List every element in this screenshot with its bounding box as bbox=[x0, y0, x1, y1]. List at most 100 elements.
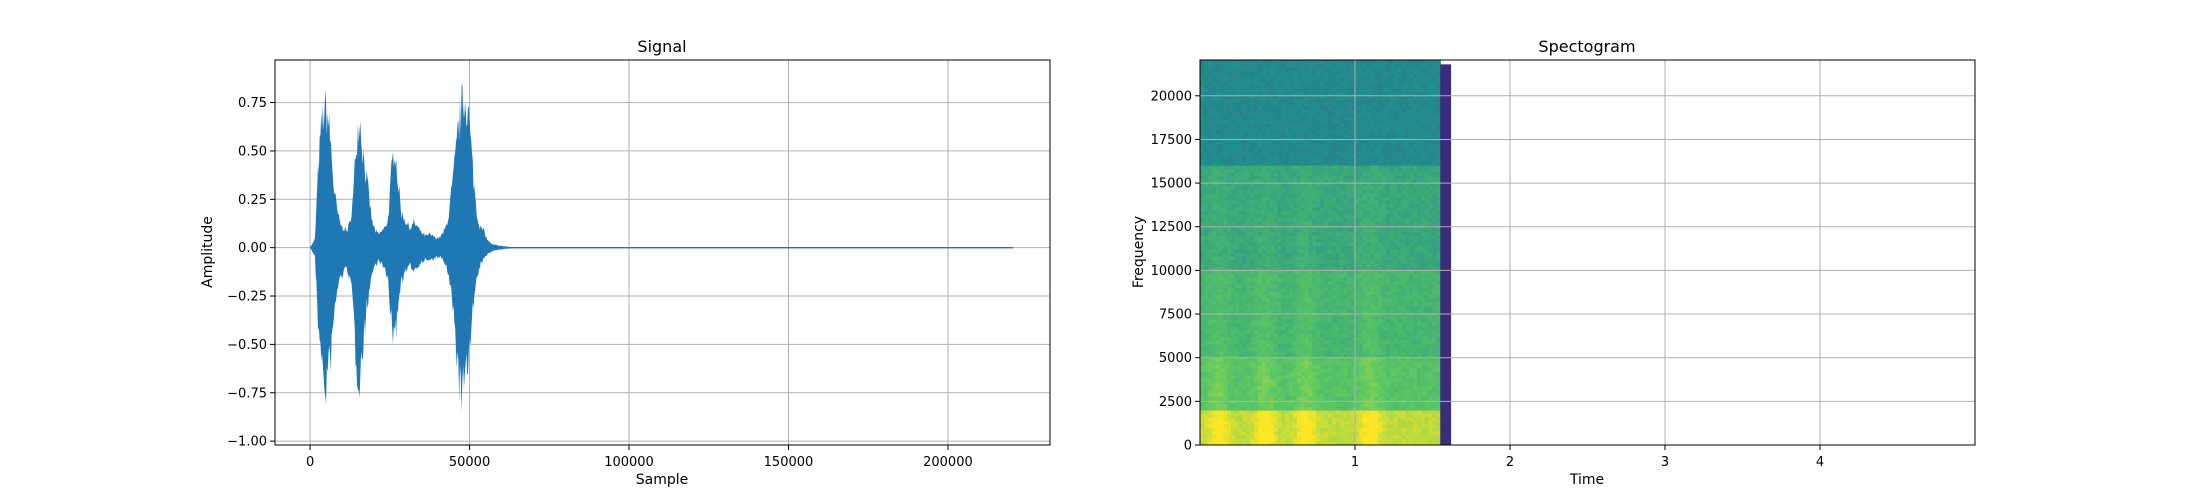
signal-ytick-label: −0.75 bbox=[227, 386, 267, 401]
spectrogram-cell bbox=[1362, 203, 1368, 208]
spectrogram-cell bbox=[1227, 217, 1232, 222]
spectrogram-cell bbox=[1343, 287, 1348, 292]
spectrogram-cell bbox=[1215, 140, 1220, 145]
spectrogram-cell bbox=[1308, 259, 1313, 264]
spectrogram-cell bbox=[1211, 294, 1217, 299]
spectrogram-cell bbox=[1219, 438, 1224, 443]
spectrogram-cell bbox=[1215, 308, 1220, 313]
spectrogram-cell bbox=[1277, 434, 1282, 439]
spectrogram-cell bbox=[1285, 60, 1290, 65]
spectrogram-cell bbox=[1238, 196, 1244, 201]
spectrogram-cell bbox=[1223, 256, 1228, 261]
spectrogram-cell bbox=[1347, 305, 1352, 310]
spectrogram-cell bbox=[1355, 347, 1360, 352]
spectrogram-cell bbox=[1358, 126, 1364, 131]
spectrogram-cell bbox=[1211, 322, 1217, 327]
spectrogram-cell bbox=[1203, 88, 1209, 93]
spectrogram-cell bbox=[1200, 249, 1205, 254]
spectrogram-cell bbox=[1234, 77, 1240, 82]
spectrogram-cell bbox=[1250, 361, 1255, 366]
spectrogram-cell bbox=[1293, 228, 1298, 233]
spectrogram-cell bbox=[1211, 175, 1217, 180]
spectrogram-cell bbox=[1304, 319, 1310, 324]
spectrogram-cell bbox=[1200, 403, 1205, 408]
spectrogram-cell bbox=[1347, 179, 1352, 184]
spectrogram-cell bbox=[1242, 410, 1248, 415]
spectrogram-cell bbox=[1308, 189, 1313, 194]
spectrogram-cell bbox=[1324, 186, 1329, 191]
spectrogram-cell bbox=[1203, 277, 1209, 282]
spectrogram-cell bbox=[1203, 284, 1209, 289]
spectrogram-cell bbox=[1366, 333, 1372, 338]
spectrogram-cell bbox=[1262, 438, 1267, 443]
spectrogram-cell bbox=[1227, 249, 1232, 254]
spectrogram-cell bbox=[1289, 196, 1294, 201]
spectrogram-cell bbox=[1277, 319, 1282, 324]
spectrogram-cell bbox=[1277, 144, 1282, 149]
spectrogram-cell bbox=[1250, 263, 1255, 268]
spectrogram-cell bbox=[1300, 175, 1306, 180]
spectrogram-cell bbox=[1200, 63, 1205, 68]
spectrogram-cell bbox=[1308, 375, 1313, 380]
spectrogram-cell bbox=[1246, 256, 1251, 261]
spectrogram-cell bbox=[1289, 371, 1294, 376]
spectrogram-cell bbox=[1366, 70, 1372, 75]
spectrogram-cell bbox=[1343, 438, 1348, 443]
spectrogram-cell bbox=[1327, 336, 1333, 341]
spectrogram-cell bbox=[1277, 60, 1282, 65]
spectrogram-cell bbox=[1215, 256, 1220, 261]
spectrogram-cell bbox=[1258, 420, 1263, 425]
spectrogram-cell bbox=[1238, 273, 1244, 278]
spectrogram-cell bbox=[1207, 81, 1213, 86]
spectrogram-cell bbox=[1269, 410, 1275, 415]
spectrogram-cell bbox=[1300, 151, 1306, 156]
spectrogram-cell bbox=[1200, 375, 1205, 380]
spectrogram-cell bbox=[1351, 119, 1356, 124]
spectrogram-cell bbox=[1215, 413, 1220, 418]
spectrogram-cell bbox=[1366, 235, 1372, 240]
spectrogram-cell bbox=[1269, 343, 1275, 348]
spectrogram-cell bbox=[1242, 354, 1248, 359]
spectrogram-cell bbox=[1254, 67, 1259, 72]
spectrogram-cell bbox=[1207, 175, 1213, 180]
spectrogram-cell bbox=[1265, 70, 1271, 75]
spectrogram-cell bbox=[1327, 123, 1333, 128]
spectrogram-cell bbox=[1347, 95, 1352, 100]
spectrogram-cell bbox=[1339, 343, 1344, 348]
spectrogram-cell bbox=[1355, 333, 1360, 338]
spectrogram-cell bbox=[1231, 112, 1236, 117]
spectrogram-cell bbox=[1335, 105, 1341, 110]
spectrogram-cell bbox=[1246, 347, 1251, 352]
spectrogram-cell bbox=[1293, 364, 1298, 369]
spectrogram-cell bbox=[1273, 158, 1279, 163]
spectrogram-cell bbox=[1327, 291, 1333, 296]
spectrogram-cell bbox=[1254, 298, 1259, 303]
spectrogram-cell bbox=[1316, 410, 1321, 415]
spectrogram-cell bbox=[1277, 112, 1282, 117]
spectrogram-cell bbox=[1312, 67, 1317, 72]
spectrogram-cell bbox=[1355, 91, 1360, 96]
spectrogram-cell bbox=[1250, 294, 1255, 299]
spectrogram-cell bbox=[1242, 382, 1248, 387]
spectrogram-cell bbox=[1285, 280, 1290, 285]
spectrogram-cell bbox=[1277, 273, 1282, 278]
spectrogram-cell bbox=[1250, 424, 1255, 429]
spectrogram-cell bbox=[1273, 301, 1279, 306]
spectrogram-cell bbox=[1335, 84, 1341, 89]
spectrogram-cell bbox=[1339, 228, 1344, 233]
spectrogram-cell bbox=[1370, 189, 1375, 194]
spectrogram-cell bbox=[1258, 63, 1263, 68]
spectrogram-cell bbox=[1211, 385, 1217, 390]
spectrogram-cell bbox=[1285, 203, 1290, 208]
spectrogram-cell bbox=[1215, 189, 1220, 194]
spectrogram-cell bbox=[1300, 396, 1306, 401]
spectrogram-cell bbox=[1227, 375, 1232, 380]
spectrogram-cell bbox=[1293, 406, 1298, 411]
spectrogram-cell bbox=[1324, 217, 1329, 222]
spectrogram-cell bbox=[1362, 375, 1368, 380]
spectrogram-cell bbox=[1207, 161, 1213, 166]
spectrogram-cell bbox=[1246, 438, 1251, 443]
spectrogram-cell bbox=[1250, 189, 1255, 194]
spectrogram-cell bbox=[1285, 298, 1290, 303]
spectrogram-cell bbox=[1203, 256, 1209, 261]
